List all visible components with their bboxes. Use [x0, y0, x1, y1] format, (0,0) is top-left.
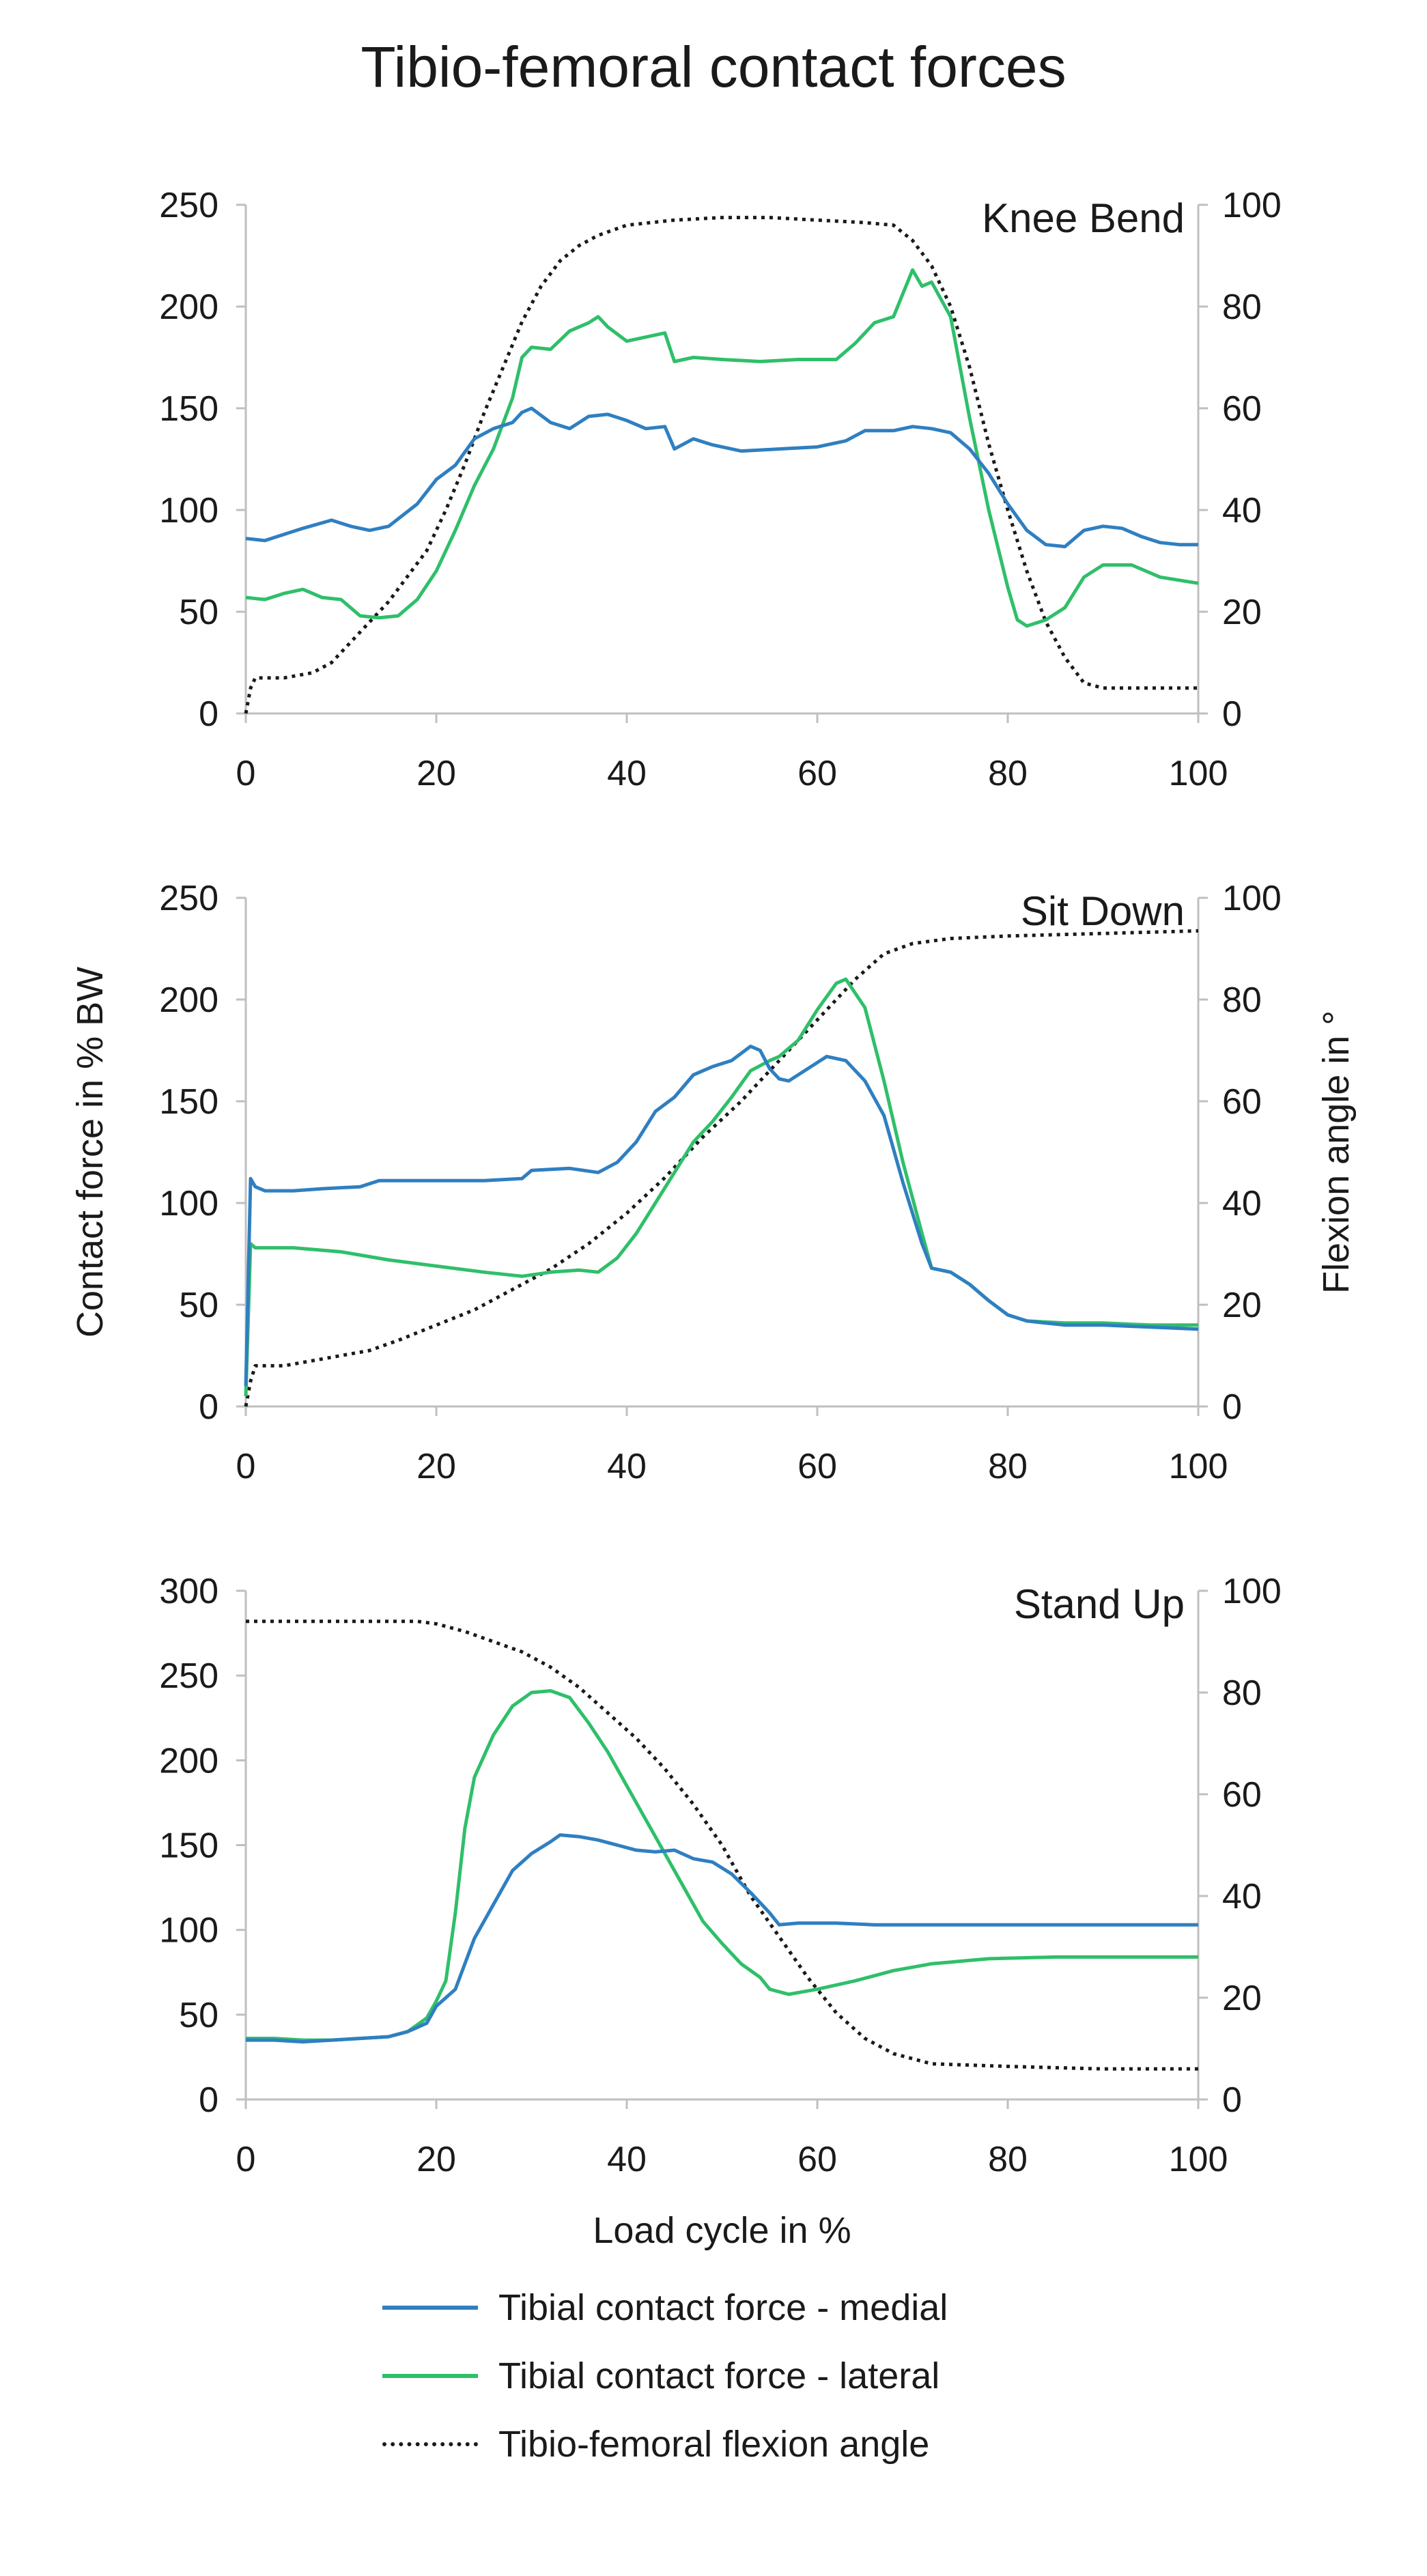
x-tick-label: 0	[236, 1447, 256, 1486]
series-line-angle	[244, 929, 1199, 1407]
y-left-tick-label: 50	[179, 593, 218, 632]
y-left-tick-label: 0	[199, 2080, 218, 2120]
y-left-tick-label: 100	[159, 1911, 218, 1951]
y-left-tick-label: 200	[159, 980, 218, 1020]
y-right-tick-label: 40	[1222, 491, 1262, 530]
y-right-tick-label: 0	[1222, 694, 1242, 734]
panel-2: 0 50 100 150 200 250 0 20 40 60 80 100 0 20 40 60 80 100 S…	[159, 879, 1282, 1486]
series-line-lateral	[244, 977, 1198, 1397]
y-left-tick-label: 300	[159, 1572, 218, 1611]
y-right-tick-label: 100	[1222, 186, 1282, 225]
chart-title: Tibio-femoral contact forces	[361, 35, 1066, 99]
y-right-tick-label: 80	[1222, 980, 1262, 1020]
series-line-medial	[244, 1045, 1199, 1387]
x-axis-title: Load cycle in %	[593, 2210, 851, 2251]
y-left-tick-label: 100	[159, 491, 218, 530]
series-line-medial	[245, 406, 1198, 549]
x-tick-label: 20	[416, 1447, 456, 1486]
y-left-tick-label: 250	[159, 879, 218, 918]
y-left-tick-label: 50	[179, 1286, 218, 1325]
x-tick-label: 60	[797, 2140, 837, 2179]
x-tick-label: 100	[1169, 1447, 1228, 1486]
y-right-tick-label: 60	[1222, 389, 1262, 429]
y-axis-right-title: Flexion angle in °	[1316, 1010, 1357, 1294]
x-tick-label: 80	[988, 1447, 1028, 1486]
legend-label-angle: Tibio-femoral flexion angle	[498, 2424, 930, 2465]
y-left-tick-label: 150	[159, 1082, 218, 1122]
legend-item-medial: Tibial contact force - medial	[382, 2274, 948, 2342]
y-right-tick-label: 20	[1222, 1979, 1262, 2018]
panel-1: 0 50 100 150 200 250 0 20 40 60 80 100 0 20 40 60 80 100 K…	[159, 186, 1282, 793]
legend-swatch-lateral	[382, 2374, 478, 2378]
series-line-angle	[246, 1619, 1198, 2071]
y-right-tick-label: 40	[1222, 1184, 1262, 1223]
x-tick-label: 60	[797, 754, 837, 793]
y-left-tick-label: 150	[159, 1826, 218, 1866]
panel-3: 0 50 100 150 200 250 300 0 20 40 60 80 100 0 20 40 60 80 1…	[159, 1572, 1282, 2179]
x-tick-label: 80	[988, 754, 1028, 793]
y-right-tick-label: 80	[1222, 1673, 1262, 1713]
y-left-tick-label: 50	[179, 1996, 218, 2035]
x-tick-label: 0	[236, 2140, 256, 2179]
legend-swatch-angle	[382, 2442, 478, 2446]
panel-label: Sit Down	[1021, 888, 1185, 934]
y-right-tick-label: 0	[1222, 2080, 1242, 2120]
y-left-tick-label: 200	[159, 287, 218, 327]
y-left-tick-label: 250	[159, 186, 218, 225]
y-right-tick-label: 20	[1222, 1286, 1262, 1325]
x-tick-label: 80	[988, 2140, 1028, 2179]
y-right-tick-label: 0	[1222, 1387, 1242, 1427]
x-tick-label: 100	[1169, 754, 1228, 793]
legend-label-medial: Tibial contact force - medial	[498, 2287, 948, 2328]
y-left-tick-label: 200	[159, 1741, 218, 1781]
legend-label-lateral: Tibial contact force - lateral	[498, 2355, 940, 2396]
legend-item-lateral: Tibial contact force - lateral	[382, 2342, 948, 2410]
y-right-tick-label: 100	[1222, 879, 1282, 918]
panel-label: Knee Bend	[982, 195, 1185, 241]
y-left-tick-label: 100	[159, 1184, 218, 1223]
y-left-tick-label: 0	[199, 694, 218, 734]
y-right-tick-label: 60	[1222, 1082, 1262, 1122]
x-tick-label: 20	[416, 754, 456, 793]
legend: Tibial contact force - medial Tibial con…	[382, 2274, 948, 2478]
x-tick-label: 40	[607, 754, 647, 793]
y-right-tick-label: 60	[1222, 1775, 1262, 1815]
x-tick-label: 100	[1169, 2140, 1228, 2179]
series-line-medial	[246, 1833, 1198, 2044]
y-left-tick-label: 0	[199, 1387, 218, 1427]
legend-item-angle: Tibio-femoral flexion angle	[382, 2410, 948, 2478]
y-left-tick-label: 150	[159, 389, 218, 429]
y-right-tick-label: 20	[1222, 593, 1262, 632]
legend-swatch-medial	[382, 2306, 478, 2310]
y-right-tick-label: 80	[1222, 287, 1262, 327]
panel-label: Stand Up	[1014, 1581, 1185, 1627]
y-right-tick-label: 40	[1222, 1877, 1262, 1916]
series-line-lateral	[245, 268, 1199, 628]
y-right-tick-label: 100	[1222, 1572, 1282, 1611]
x-tick-label: 40	[607, 2140, 647, 2179]
x-tick-label: 60	[797, 1447, 837, 1486]
series-line-lateral	[246, 1689, 1198, 2042]
x-tick-label: 40	[607, 1447, 647, 1486]
y-left-tick-label: 250	[159, 1656, 218, 1696]
series-line-angle	[244, 216, 1198, 714]
x-tick-label: 0	[236, 754, 256, 793]
x-tick-label: 20	[416, 2140, 456, 2179]
y-axis-left-title: Contact force in % BW	[70, 967, 111, 1337]
